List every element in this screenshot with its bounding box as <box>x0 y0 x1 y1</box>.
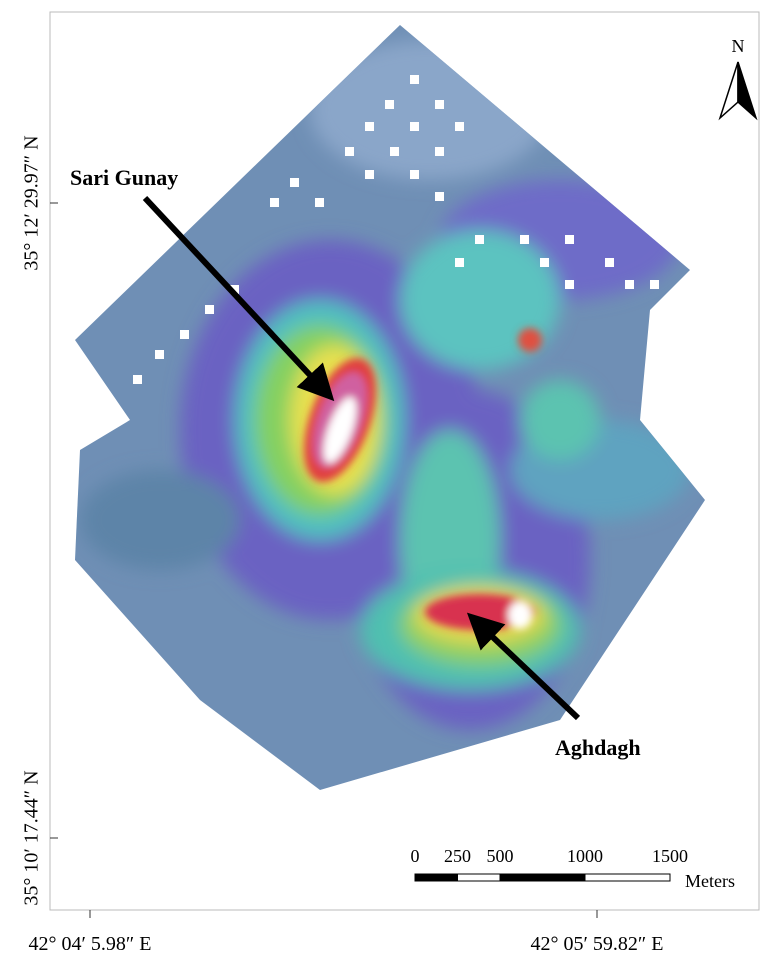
longitude-label: 42° 04′ 5.98″ E <box>29 933 152 955</box>
site-label: Sari Gunay <box>70 165 178 190</box>
longitude-label: 42° 05′ 59.82″ E <box>531 933 664 955</box>
north-arrow: N <box>720 36 756 118</box>
scale-tick-label: 250 <box>444 846 471 866</box>
latitude-label: 35° 10′ 17.44″ N <box>21 770 43 905</box>
scale-segment <box>500 874 585 881</box>
scale-segment <box>458 874 501 881</box>
scale-tick-label: 1000 <box>567 846 603 866</box>
scale-unit: Meters <box>685 871 735 891</box>
north-label: N <box>732 36 745 56</box>
map-figure: N Sari Gunay Aghdagh 35° 12′ 29.97″ N 35… <box>0 0 760 959</box>
magnetic-anomaly-map <box>0 0 760 959</box>
site-label: Aghdagh <box>555 735 641 760</box>
scale-tick-label: 0 <box>411 846 420 866</box>
page: N Sari Gunay Aghdagh 35° 12′ 29.97″ N 35… <box>0 0 760 964</box>
scale-tick-label: 500 <box>487 846 514 866</box>
scale-segment <box>585 874 670 881</box>
scale-segment <box>415 874 458 881</box>
latitude-label: 35° 12′ 29.97″ N <box>21 135 43 270</box>
scale-bar: Meters 0 250 500 1000 1500 <box>411 846 735 891</box>
scale-tick-label: 1500 <box>652 846 688 866</box>
